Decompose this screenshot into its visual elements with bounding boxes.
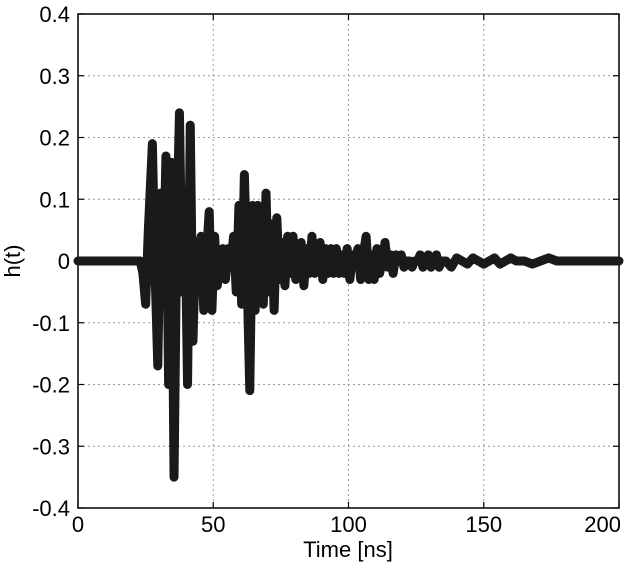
x-tick-label: 50: [201, 512, 225, 537]
series-line-impulse-response: [73, 108, 624, 482]
y-tick-label: 0.1: [39, 187, 70, 212]
series-layer: [73, 108, 624, 482]
x-tick-labels: 0 50 100 150 200: [72, 512, 621, 537]
y-tick-label: 0.3: [39, 64, 70, 89]
y-tick-labels: 0.4 0.3 0.2 0.1 0 -0.1 -0.2 -0.3 -0.4: [32, 2, 70, 521]
x-tick-label: 150: [465, 512, 502, 537]
y-tick-label: -0.4: [32, 496, 70, 521]
y-tick-label: -0.1: [32, 311, 70, 336]
y-axis-label: h(t): [0, 245, 25, 278]
x-tick-label: 0: [72, 512, 84, 537]
axis-ticks: [77, 13, 620, 509]
x-axis-label: Time [ns]: [303, 537, 393, 562]
x-tick-label: 200: [584, 512, 621, 537]
x-tick-label: 100: [330, 512, 367, 537]
y-tick-label: -0.3: [32, 434, 70, 459]
y-tick-label: 0.4: [39, 2, 70, 27]
y-tick-label: 0.2: [39, 126, 70, 151]
y-tick-label: 0: [58, 249, 70, 274]
y-tick-label: -0.2: [32, 373, 70, 398]
